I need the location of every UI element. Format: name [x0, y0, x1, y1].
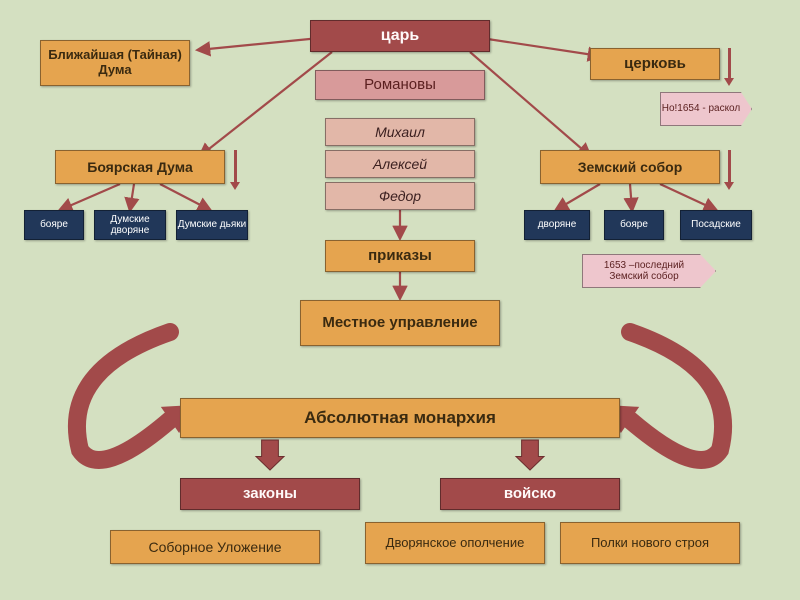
node-dum_dvoryane: Думские дворяне [94, 210, 166, 240]
node-absolute: Абсолютная монархия [180, 398, 620, 438]
node-mestnoe: Местное управление [300, 300, 500, 346]
node-ulozhenie: Соборное Уложение [110, 530, 320, 564]
node-church: церковь [590, 48, 720, 80]
node-boyare: бояре [24, 210, 84, 240]
decline-arrowhead [724, 78, 734, 86]
node-boyar_duma: Боярская Дума [55, 150, 225, 184]
node-zemsky: Земский собор [540, 150, 720, 184]
node-dvoryane: дворяне [524, 210, 590, 240]
node-last_zemsky: 1653 –последний Земский собор [582, 254, 716, 288]
decline-mark [728, 48, 731, 80]
node-tsar: царь [310, 20, 490, 52]
node-romanovy: Романовы [315, 70, 485, 100]
node-prikazy: приказы [325, 240, 475, 272]
decline-mark [728, 150, 731, 184]
node-dum_dyaki: Думские дьяки [176, 210, 248, 240]
decline-arrowhead [724, 182, 734, 190]
node-army: войско [440, 478, 620, 510]
decline-mark [234, 150, 237, 184]
decline-arrowhead [230, 182, 240, 190]
node-fedor: Федор [325, 182, 475, 210]
node-laws: законы [180, 478, 360, 510]
node-raskol: Но!1654 - раскол [660, 92, 752, 126]
node-polki: Полки нового строя [560, 522, 740, 564]
node-mikhail: Михаил [325, 118, 475, 146]
node-opolchenie: Дворянское ополчение [365, 522, 545, 564]
node-alexey: Алексей [325, 150, 475, 178]
node-posadskie: Посадские [680, 210, 752, 240]
node-boyare2: бояре [604, 210, 664, 240]
node-near_duma: Ближайшая (Тайная) Дума [40, 40, 190, 86]
